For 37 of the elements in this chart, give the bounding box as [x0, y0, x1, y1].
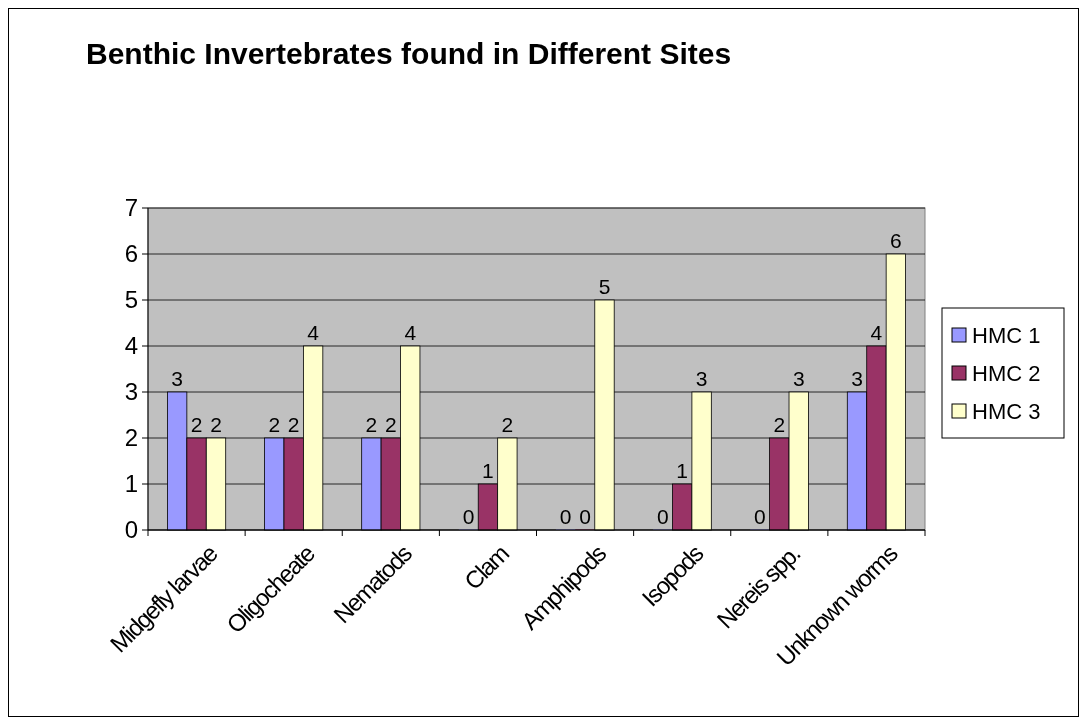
y-tick-label: 5 — [124, 286, 138, 313]
data-label: 3 — [792, 367, 805, 390]
y-tick-label: 0 — [124, 516, 138, 543]
data-label: 2 — [210, 413, 222, 436]
y-tick-label: 2 — [124, 424, 138, 451]
data-label: 6 — [890, 229, 902, 252]
chart-title: Benthic Invertebrates found in Different Sites — [86, 37, 732, 70]
data-label: 0 — [462, 505, 475, 528]
data-label: 2 — [287, 413, 300, 436]
x-tick-label: Clam — [458, 539, 514, 595]
y-tick-label: 1 — [124, 470, 138, 497]
legend-label: HMC 3 — [972, 399, 1041, 424]
data-label: 2 — [773, 413, 786, 436]
data-label: 4 — [307, 321, 320, 344]
data-label: 4 — [870, 321, 883, 344]
data-label: 2 — [365, 413, 378, 436]
data-label: 2 — [384, 413, 397, 436]
data-label: 1 — [676, 459, 689, 482]
data-label: 2 — [190, 413, 203, 436]
data-label: 0 — [754, 505, 766, 528]
data-label: 0 — [579, 505, 591, 528]
data-label: 2 — [501, 413, 514, 436]
y-tick-label: 7 — [124, 194, 138, 221]
y-tick-label: 4 — [124, 332, 138, 359]
legend-label: HMC 2 — [972, 361, 1041, 386]
data-label: 5 — [598, 275, 611, 298]
data-label: 1 — [482, 459, 494, 482]
data-label: 2 — [268, 413, 281, 436]
data-label: 3 — [851, 367, 863, 390]
data-label: 0 — [559, 505, 572, 528]
y-tick-label: 3 — [124, 378, 138, 405]
y-tick-label: 6 — [124, 240, 138, 267]
legend-label: HMC 1 — [972, 323, 1041, 348]
data-label: 0 — [656, 505, 669, 528]
data-label: 4 — [404, 321, 417, 344]
data-label: 3 — [695, 367, 708, 390]
data-label: 3 — [171, 367, 183, 390]
